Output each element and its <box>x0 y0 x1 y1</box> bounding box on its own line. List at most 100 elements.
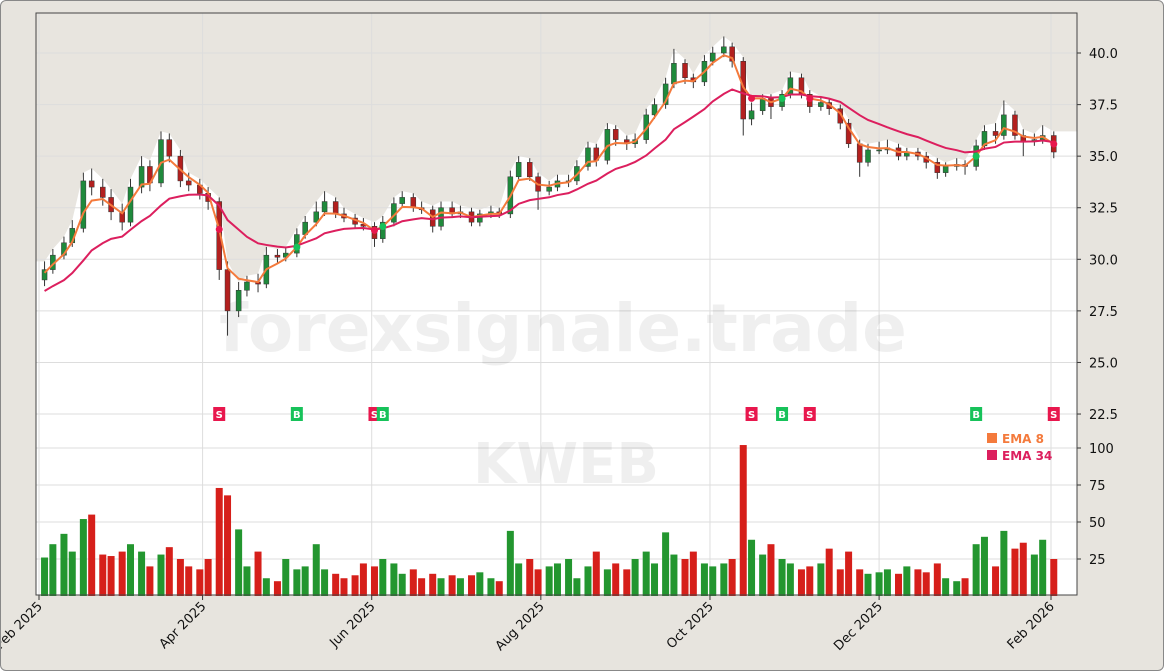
volume-bar <box>534 569 542 596</box>
volume-bar <box>836 569 844 596</box>
signal-label: B <box>293 410 301 421</box>
volume-tick-label: 75 <box>1089 479 1106 494</box>
volume-bar <box>312 544 320 596</box>
candle-body <box>166 139 173 157</box>
volume-bar <box>845 551 853 596</box>
volume-bar <box>88 514 96 596</box>
volume-bar <box>631 559 639 596</box>
signal-dot <box>806 95 814 103</box>
volume-bar <box>864 573 872 596</box>
volume-bar <box>243 566 251 596</box>
candle-body <box>1012 114 1018 136</box>
buy-signal-badge <box>376 407 389 421</box>
volume-bar <box>126 544 134 596</box>
candle-body <box>865 149 871 163</box>
volume-bar <box>204 559 212 596</box>
volume-bar <box>215 487 223 596</box>
volume-bar <box>359 563 367 596</box>
volume-bar <box>1000 530 1008 596</box>
volume-bar <box>961 578 969 596</box>
legend-label-ema34: EMA 34 <box>1002 449 1052 463</box>
candle-body <box>244 281 250 291</box>
volume-bar <box>612 563 620 596</box>
volume-bar <box>495 581 503 596</box>
volume-bar <box>662 532 670 596</box>
volume-bar <box>515 563 523 596</box>
volume-bar <box>351 575 359 596</box>
volume-tick-label: 100 <box>1089 442 1114 457</box>
volume-bar <box>506 530 514 596</box>
volume-bar <box>118 551 126 596</box>
candle-body <box>80 180 87 229</box>
candle-body <box>380 221 386 239</box>
candle-body <box>332 201 339 215</box>
volume-bar <box>700 563 708 596</box>
price-tick-label: 25.0 <box>1089 356 1118 371</box>
volume-bar <box>185 566 193 596</box>
candle-body <box>1001 114 1007 136</box>
volume-bar <box>254 551 262 596</box>
signal-dot <box>972 152 980 160</box>
candle-body <box>274 254 281 258</box>
candle-body <box>185 180 192 186</box>
candle-body <box>856 143 863 163</box>
date-tick-label: Feb 2025 <box>1 599 46 652</box>
volume-bar <box>448 575 456 596</box>
candle-body <box>546 186 552 192</box>
volume-bar <box>79 519 87 596</box>
volume-bar <box>739 445 747 596</box>
volume-bar <box>856 569 864 596</box>
volume-bar <box>487 578 495 596</box>
volume-bar <box>592 551 600 596</box>
volume-bar <box>883 569 891 596</box>
date-tick-label: Jun 2025 <box>327 599 379 651</box>
volume-bar <box>476 572 484 596</box>
ema-8-line <box>43 54 1055 284</box>
candle-body <box>313 211 320 223</box>
volume-bar <box>146 566 154 596</box>
candle-body <box>585 147 591 167</box>
volume-tick-label: 50 <box>1089 516 1106 531</box>
date-tick-label: Feb 2026 <box>1005 599 1058 652</box>
volume-bar <box>806 566 814 596</box>
volume-bar <box>224 495 232 596</box>
price-envelope-area <box>36 36 1077 596</box>
signal-label: S <box>806 410 813 421</box>
volume-bar <box>914 569 922 596</box>
volume-bar <box>689 551 697 596</box>
volume-bar <box>282 559 290 596</box>
watermark-symbol: KWEB <box>473 432 659 497</box>
volume-bar <box>398 573 406 596</box>
buy-signal-badge <box>776 407 789 421</box>
candle-body <box>748 110 755 120</box>
candle-body <box>477 213 483 223</box>
volume-bar <box>748 539 756 596</box>
volume-bar <box>709 566 717 596</box>
signal-dot <box>370 226 378 234</box>
volume-bar <box>321 569 329 596</box>
signal-dot <box>379 222 387 230</box>
volume-bar <box>293 569 301 596</box>
volume-bar <box>642 551 650 596</box>
volume-bar <box>767 544 775 596</box>
volume-bar <box>370 566 378 596</box>
volume-bar <box>1030 554 1038 596</box>
volume-bar <box>340 578 348 596</box>
volume-bar <box>235 529 243 596</box>
volume-bar <box>922 572 930 596</box>
volume-bar <box>817 563 825 596</box>
volume-tick-label: 25 <box>1089 553 1106 568</box>
signal-label: B <box>972 410 980 421</box>
signal-dot <box>1050 140 1058 148</box>
candle-body <box>845 122 852 145</box>
price-tick-label: 27.5 <box>1089 305 1118 320</box>
candle-body <box>224 269 231 312</box>
candle-body <box>399 197 405 204</box>
price-tick-label: 35.0 <box>1089 150 1118 165</box>
volume-bar <box>390 563 398 596</box>
signal-dot <box>748 94 756 102</box>
volume-bar <box>759 554 767 596</box>
volume-bar <box>545 566 553 596</box>
volume-bar <box>670 554 678 596</box>
